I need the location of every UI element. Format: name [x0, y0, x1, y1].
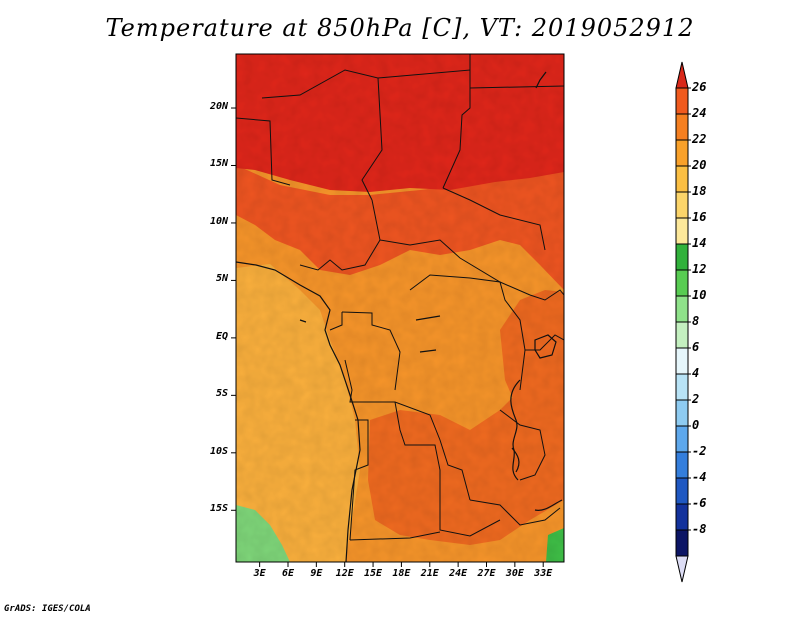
colorbar-label: 24	[692, 106, 707, 120]
colorbar-top-triangle	[675, 61, 689, 89]
map-title: Temperature at 850hPa [C], VT: 201905291…	[105, 14, 695, 42]
colorbar-label: 14	[692, 236, 707, 250]
colorbar-label: 8	[692, 314, 700, 328]
lon-label: 18E	[392, 568, 411, 579]
colorbar-segment	[675, 87, 689, 115]
colorbar-label: 2	[692, 392, 700, 406]
colorbar-label: -2	[692, 444, 707, 458]
colorbar-label: 22	[692, 132, 707, 146]
lon-label: 27E	[477, 568, 496, 579]
lat-label: 5S	[215, 388, 228, 400]
lon-label: 21E	[420, 568, 439, 579]
lat-label: 10N	[209, 215, 228, 227]
lon-label: 3E	[253, 568, 266, 579]
colorbar-label: -8	[692, 522, 707, 536]
lon-label: 24E	[449, 568, 468, 579]
colorbar	[675, 61, 691, 583]
colorbar-segment	[675, 477, 689, 505]
latitude-ticks	[231, 107, 236, 511]
colorbar-label: 12	[692, 262, 707, 276]
colorbar-segment	[675, 425, 689, 453]
longitude-ticks	[259, 562, 544, 567]
colorbar-segment	[675, 243, 689, 271]
lon-label: 15E	[364, 568, 383, 579]
colorbar-segment	[675, 503, 689, 531]
colorbar-segment	[675, 269, 689, 297]
colorbar-label: 0	[692, 418, 700, 432]
coastlines-lakes	[236, 71, 563, 562]
lat-label: 15N	[209, 158, 228, 170]
lon-label: 33E	[534, 568, 553, 579]
colorbar-segment	[675, 321, 689, 349]
colorbar-label: 6	[692, 340, 700, 354]
colorbar-label: -6	[692, 496, 707, 510]
colorbar-label: 16	[692, 210, 707, 224]
lat-label: 10S	[209, 445, 228, 457]
colorbar-label: 10	[692, 288, 707, 302]
colorbar-segment	[675, 451, 689, 479]
colorbar-label: 4	[692, 366, 700, 380]
colorbar-segment	[675, 373, 689, 401]
lat-label: 5N	[215, 273, 228, 285]
lat-label: 20N	[209, 101, 228, 113]
colorbar-segment	[675, 113, 689, 141]
colorbar-segment	[675, 347, 689, 375]
lon-label: 9E	[310, 568, 323, 579]
colorbar-segment	[675, 165, 689, 193]
temperature-field	[236, 54, 564, 562]
country-borders	[236, 54, 564, 541]
lon-label: 30E	[505, 568, 524, 579]
colorbar-label: -4	[692, 470, 707, 484]
map-frame	[235, 53, 565, 563]
colorbar-segment	[675, 191, 689, 219]
lon-label: 12E	[335, 568, 354, 579]
lon-label: 6E	[281, 568, 294, 579]
colorbar-segment	[675, 139, 689, 167]
lat-label: 15S	[209, 503, 228, 515]
colorbar-label: 18	[692, 184, 707, 198]
colorbar-segment	[675, 399, 689, 427]
colorbar-label: 20	[692, 158, 707, 172]
colorbar-segment	[675, 529, 689, 557]
colorbar-segment	[675, 295, 689, 323]
grads-credit: GrADS: IGES/COLA	[4, 604, 91, 614]
colorbar-label: 26	[692, 80, 707, 94]
colorbar-segment	[675, 217, 689, 245]
colorbar-bottom-triangle	[675, 555, 689, 583]
lat-label: EQ	[215, 330, 228, 342]
